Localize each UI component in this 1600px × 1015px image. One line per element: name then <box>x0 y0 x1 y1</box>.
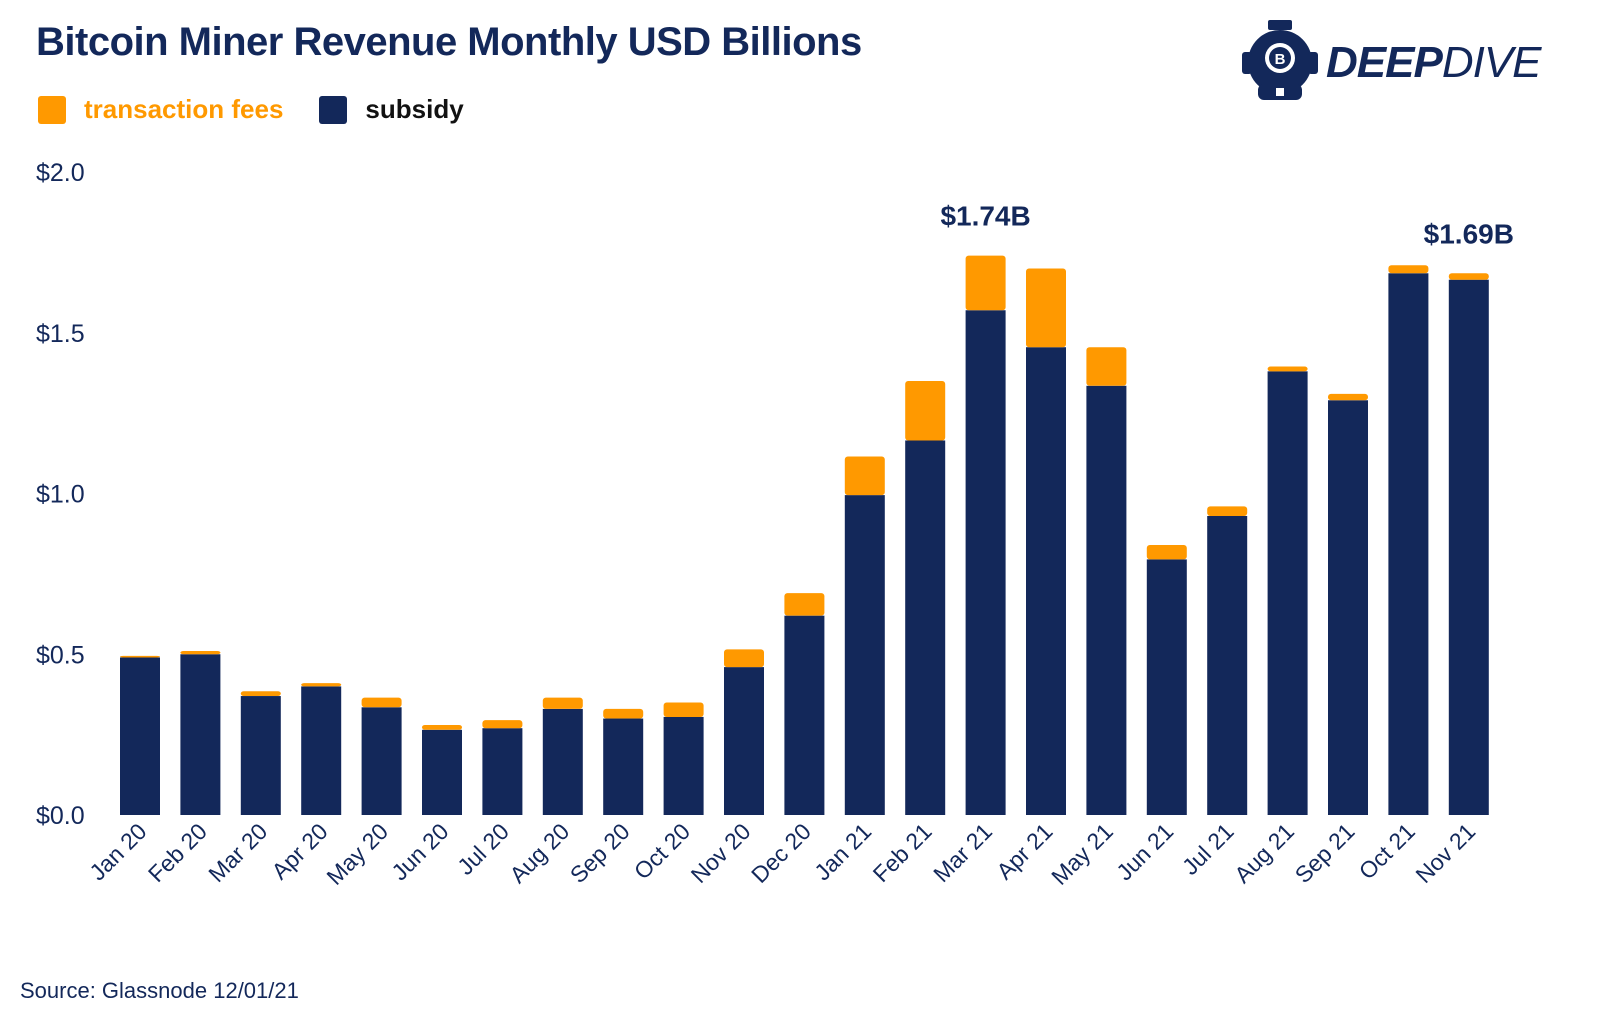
bar-subsidy <box>1207 516 1248 815</box>
x-tick-label: Jun 20 <box>386 818 453 885</box>
deepdive-logo: B DEEPDIVE <box>1240 18 1580 108</box>
x-tick-label: Oct 20 <box>629 818 695 884</box>
bar-subsidy <box>1026 347 1066 815</box>
logo-text: DEEPDIVE <box>1326 38 1542 88</box>
bar-fees <box>1146 544 1187 560</box>
bar-subsidy <box>1328 400 1368 815</box>
x-tick-label: Aug 20 <box>504 818 574 888</box>
bar-subsidy <box>844 495 885 815</box>
bar-subsidy <box>422 729 462 815</box>
logo-text-light: DIVE <box>1441 38 1542 87</box>
legend-item-fees: transaction fees <box>38 94 283 125</box>
x-tick-label: Nov 21 <box>1410 818 1480 888</box>
x-tick-label: Apr 20 <box>266 818 332 884</box>
bar-fees <box>120 655 160 658</box>
x-tick-label: Mar 21 <box>928 818 997 887</box>
bar-fees <box>422 724 462 730</box>
data-label-annotation: $1.69B <box>1424 218 1514 249</box>
bar-fees <box>965 255 1006 311</box>
bar-subsidy <box>240 696 281 815</box>
bar-fees <box>784 593 825 616</box>
x-tick-label: Jun 21 <box>1111 818 1178 885</box>
x-tick-label: Jan 20 <box>84 818 151 885</box>
bar-subsidy <box>1086 385 1127 815</box>
y-tick-label: $2.0 <box>36 159 85 187</box>
bar-subsidy <box>663 716 704 815</box>
bar-subsidy <box>965 310 1006 815</box>
bar-subsidy <box>542 708 583 815</box>
bar-fees <box>1026 268 1066 348</box>
x-tick-label: Sep 21 <box>1290 818 1360 888</box>
bar-fees <box>361 697 402 708</box>
y-tick-label: $0.5 <box>36 641 85 669</box>
logo-text-bold: DEEP <box>1326 38 1443 87</box>
legend-swatch-fees <box>38 95 66 124</box>
x-tick-label: Nov 20 <box>686 818 756 888</box>
x-tick-label: Mar 20 <box>203 818 272 887</box>
bar-subsidy <box>301 686 342 815</box>
bar-subsidy <box>905 440 946 815</box>
y-tick-label: $0.0 <box>36 802 85 830</box>
legend-swatch-subsidy <box>319 95 348 124</box>
x-tick-label: May 20 <box>321 818 393 890</box>
bar-subsidy <box>180 654 221 815</box>
bar-subsidy <box>120 657 160 815</box>
bar-subsidy <box>1388 273 1429 815</box>
svg-text:B: B <box>1275 51 1286 68</box>
bar-fees <box>844 456 885 496</box>
bar-fees <box>1086 347 1127 386</box>
x-tick-label: Aug 21 <box>1229 818 1299 888</box>
bar-fees <box>1207 506 1248 517</box>
bar-subsidy <box>361 707 402 815</box>
bar-subsidy <box>1146 559 1187 815</box>
x-tick-label: Feb 20 <box>143 818 212 887</box>
source-note: Source: Glassnode 12/01/21 <box>20 978 299 1003</box>
bar-subsidy <box>1448 279 1489 815</box>
bar-fees <box>180 651 221 655</box>
x-tick-label: Sep 20 <box>565 818 635 888</box>
bar-fees <box>1328 393 1368 401</box>
y-tick-label: $1.5 <box>36 320 85 348</box>
diving-helmet-bitcoin-icon: B <box>1242 20 1318 100</box>
bar-fees <box>724 649 764 668</box>
bar-fees <box>240 691 281 697</box>
bar-fees <box>663 702 704 717</box>
bar-fees <box>1267 366 1308 372</box>
bar-subsidy <box>724 667 764 815</box>
bar-fees <box>905 380 946 441</box>
x-tick-label: Dec 20 <box>746 818 816 888</box>
bar-fees <box>482 720 523 729</box>
bar-fees <box>542 697 583 709</box>
legend-label-subsidy: subsidy <box>365 94 464 124</box>
x-tick-label: May 21 <box>1046 818 1118 890</box>
bar-fees <box>301 683 342 687</box>
bar-subsidy <box>603 718 644 815</box>
x-tick-label: Apr 21 <box>991 818 1057 884</box>
x-tick-label: Jan 21 <box>809 818 876 885</box>
bar-subsidy <box>1267 371 1308 815</box>
y-tick-label: $1.0 <box>36 481 85 509</box>
chart-title: Bitcoin Miner Revenue Monthly USD Billio… <box>36 20 862 64</box>
bar-subsidy <box>482 728 523 815</box>
legend: transaction fees subsidy <box>38 94 500 125</box>
x-tick-label: Feb 21 <box>868 818 937 887</box>
bar-fees <box>603 708 644 719</box>
bar-fees <box>1388 265 1429 274</box>
x-tick-label: Oct 21 <box>1354 818 1420 884</box>
legend-label-fees: transaction fees <box>84 94 284 124</box>
bar-fees <box>1448 273 1489 280</box>
data-label-annotation: $1.74B <box>940 201 1030 232</box>
legend-item-subsidy: subsidy <box>319 94 464 125</box>
bar-subsidy <box>784 615 825 815</box>
